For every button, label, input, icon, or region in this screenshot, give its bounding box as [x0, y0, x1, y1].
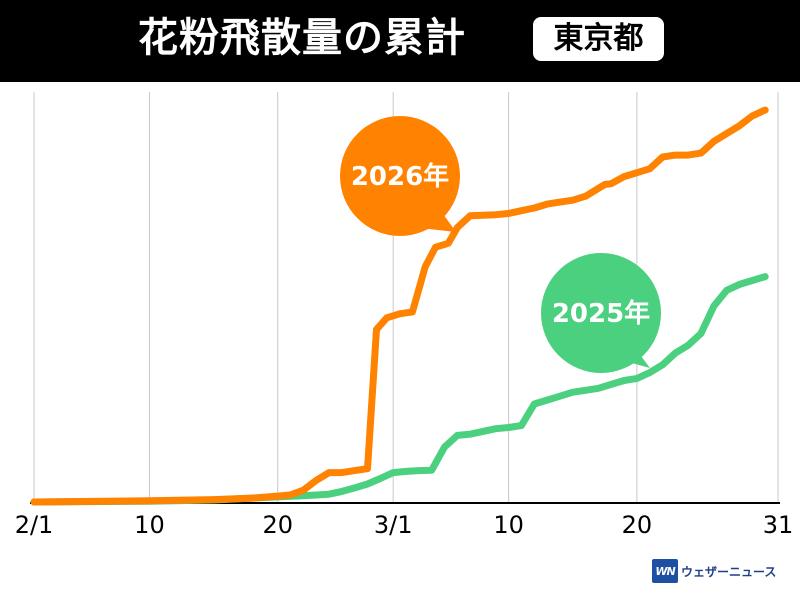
chart-title: 花粉飛散量の累計 — [138, 15, 466, 61]
legend-label-2025: 2025年 — [552, 298, 650, 329]
series-line-2026 — [30, 106, 769, 506]
pollen-cumulative-chart: 2/1 10 20 3/1 10 20 31 2026年 2025年 — [15, 92, 794, 539]
x-tick-label: 20 — [262, 511, 293, 539]
x-tick-label: 10 — [134, 511, 165, 539]
legend-label-2026: 2026年 — [351, 161, 449, 192]
legend-bubble-tail-2025 — [614, 344, 650, 368]
x-tick-label: 3/1 — [374, 511, 413, 539]
legend-bubble-2026 — [340, 116, 460, 236]
region-badge: 東京都 — [533, 17, 664, 61]
weathernews-logo-icon: WN — [652, 559, 678, 583]
legend-bubble-tail-2026 — [420, 204, 456, 232]
x-tick-label: 10 — [493, 511, 524, 539]
chart-header: 花粉飛散量の累計 東京都 — [0, 0, 800, 82]
weathernews-logo-text: ウェザーニュース — [681, 564, 777, 579]
x-tick-label: 2/1 — [15, 511, 54, 539]
series-line-2025 — [30, 273, 769, 506]
x-tick-label: 20 — [622, 511, 653, 539]
legend-bubble-2025 — [541, 253, 661, 373]
weathernews-logo: WN ウェザーニュース — [652, 558, 776, 584]
x-tick-label: 31 — [763, 511, 794, 539]
